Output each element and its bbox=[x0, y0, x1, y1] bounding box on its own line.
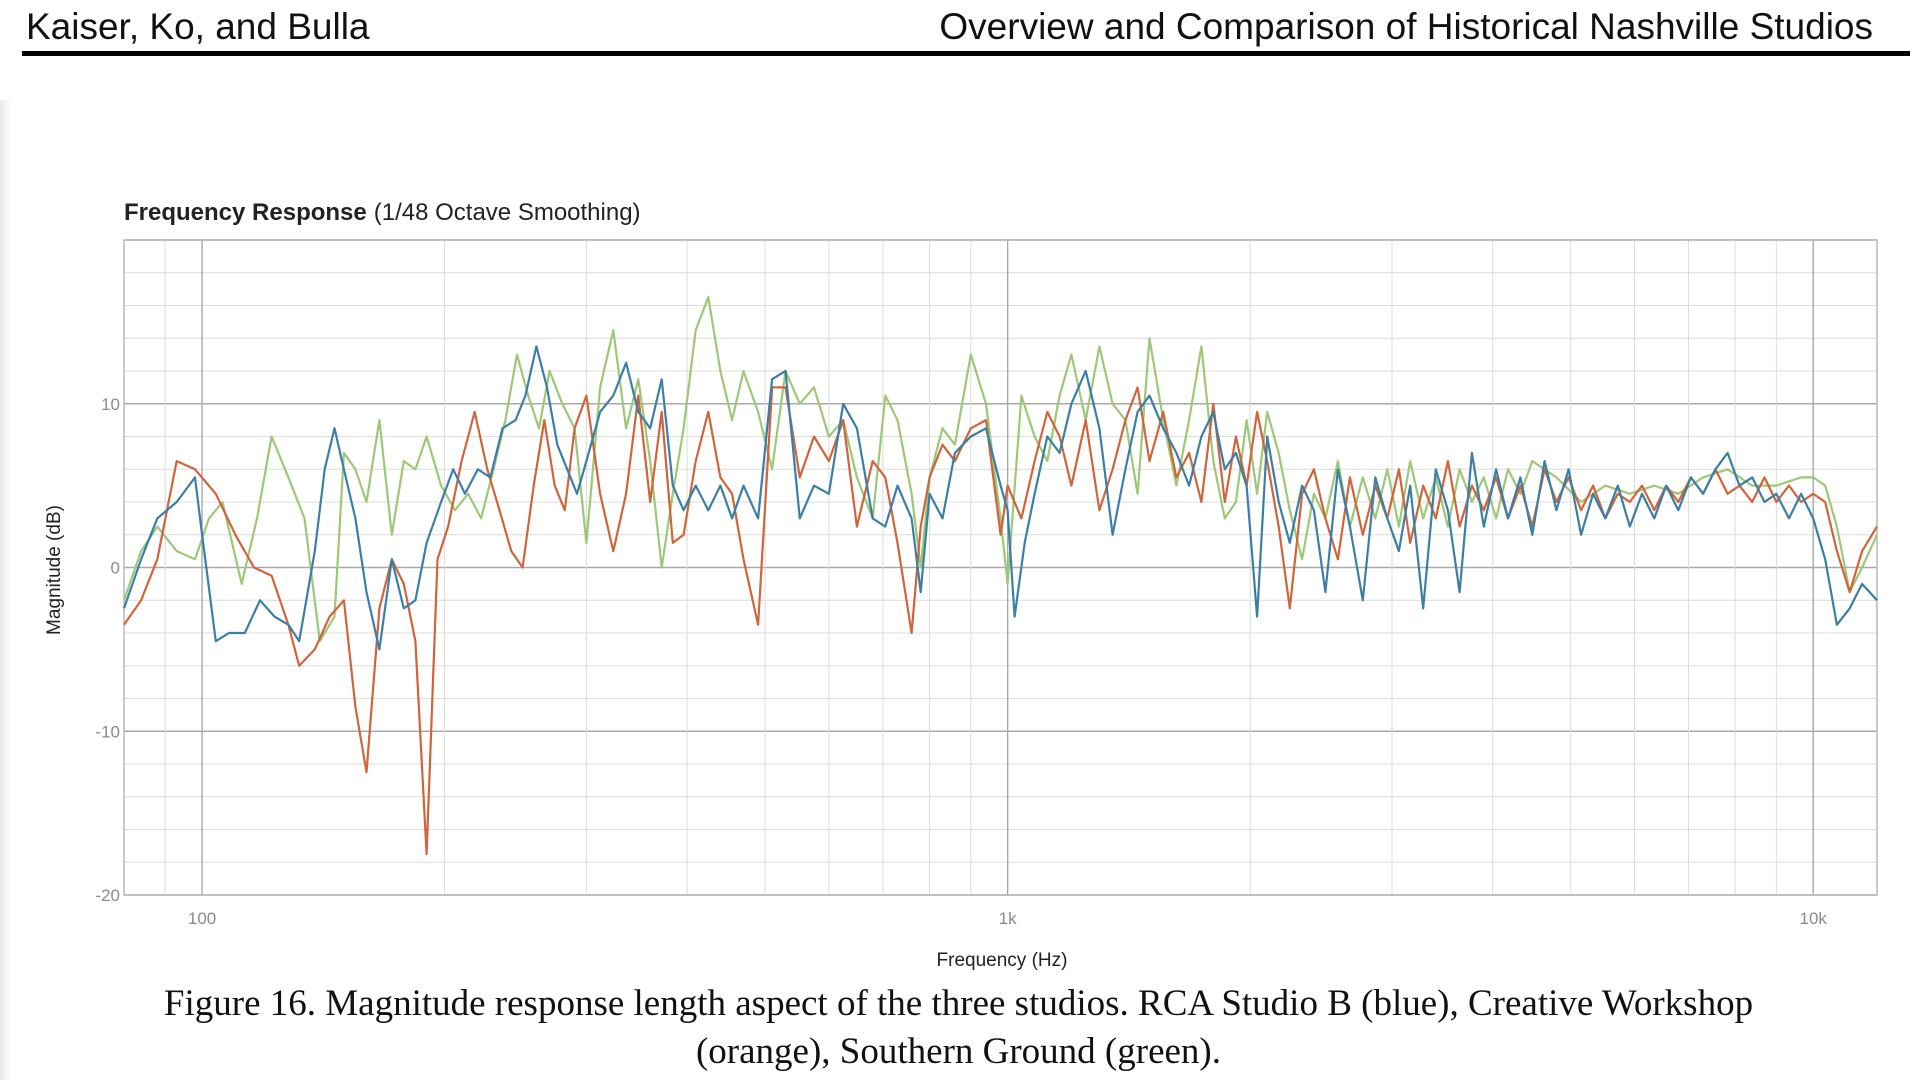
y-tick-label: 0 bbox=[111, 559, 120, 578]
chart-title-rest: (1/48 Octave Smoothing) bbox=[374, 199, 641, 226]
caption-line-1: Figure 16. Magnitude response length asp… bbox=[163, 983, 1754, 1024]
chart-title-bold: Frequency Response bbox=[124, 199, 367, 226]
caption-line-2: (orange), Southern Ground (green). bbox=[695, 1031, 1221, 1072]
figure-panel bbox=[72, 176, 1908, 980]
y-tick-label: -10 bbox=[95, 722, 120, 741]
plot-frame bbox=[123, 239, 1878, 896]
series-layer bbox=[122, 296, 1879, 856]
running-header-authors: Kaiser, Ko, and Bulla bbox=[26, 6, 370, 47]
series-line-2 bbox=[123, 386, 1878, 856]
x-axis-label: Frequency (Hz) bbox=[937, 950, 1068, 971]
running-header-title: Overview and Comparison of Historical Na… bbox=[939, 6, 1873, 47]
x-tick-label: 1k bbox=[999, 909, 1017, 928]
x-tick-label: 10k bbox=[1800, 909, 1828, 928]
y-axis-label: Magnitude (dB) bbox=[44, 505, 65, 635]
page-header: Kaiser, Ko, and Bulla Overview and Compa… bbox=[0, 0, 1917, 62]
grid-layer bbox=[124, 239, 1877, 896]
series-line-3 bbox=[122, 296, 1879, 643]
scan-edge-shadow bbox=[0, 100, 12, 1080]
series-line-1 bbox=[122, 345, 1878, 651]
header-rule bbox=[22, 51, 1910, 56]
figure-caption: Figure 16. Magnitude response length asp… bbox=[0, 980, 1917, 1076]
y-tick-label: -20 bbox=[95, 886, 120, 905]
x-tick-label: 100 bbox=[188, 909, 216, 928]
chart-title: Frequency Response (1/48 Octave Smoothing… bbox=[124, 199, 641, 226]
y-tick-label: 10 bbox=[101, 395, 120, 414]
